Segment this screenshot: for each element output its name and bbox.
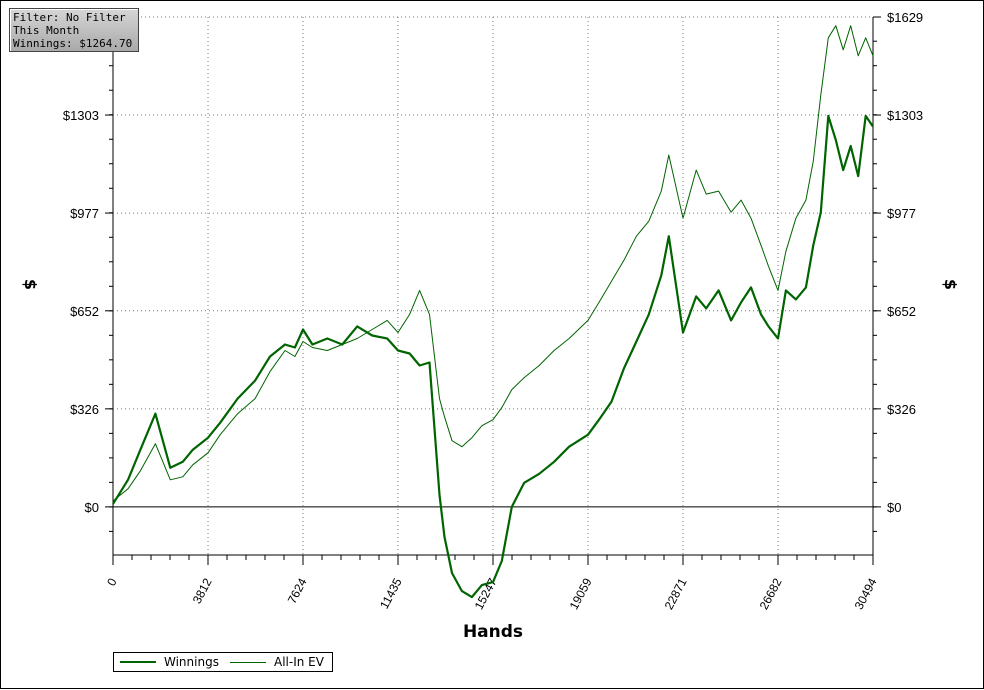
legend-item-allin-ev: All-In EV: [230, 655, 324, 669]
series-line-winnings: [112, 114, 874, 599]
y-tick-label-left: $652: [70, 304, 99, 319]
legend-swatch-allin-ev: [230, 661, 266, 663]
y-tick-label-right: $0: [887, 500, 901, 515]
x-tick-label: 30494: [852, 576, 880, 612]
chart-legend: Winnings All-In EV: [113, 652, 333, 672]
y-tick-label-left: $326: [70, 402, 99, 417]
y-axis-title-right: $: [941, 278, 961, 291]
legend-label-winnings: Winnings: [164, 655, 219, 669]
y-tick-label-right: $652: [887, 304, 916, 319]
y-tick-label-left: $977: [70, 206, 99, 221]
legend-item-winnings: Winnings: [120, 655, 219, 669]
x-tick-label: 3812: [190, 576, 215, 606]
y-axis-title-left: $: [21, 278, 41, 291]
x-tick-label: 11435: [377, 576, 405, 612]
legend-label-allin-ev: All-In EV: [274, 655, 324, 669]
filter-label: Filter: No Filter: [13, 11, 126, 24]
y-tick-label-right: $326: [887, 402, 916, 417]
x-tick-label: 26682: [757, 576, 785, 612]
y-tick-label-right: $1303: [887, 108, 923, 123]
y-tick-label-right: $1629: [887, 10, 923, 25]
winnings-label: Winnings: $1264.70: [13, 37, 133, 50]
x-tick-label: 22871: [662, 576, 690, 612]
y-tick-label-right: $977: [887, 206, 916, 221]
x-tick-label: 7624: [285, 576, 310, 606]
legend-swatch-winnings: [120, 661, 156, 663]
filter-info-box: Filter: No Filter This Month Winnings: $…: [9, 8, 139, 52]
series-line-all-in-ev: [112, 25, 874, 502]
x-axis-title: Hands: [462, 622, 524, 642]
x-tick-label: 0: [104, 576, 120, 589]
x-tick-label: 19059: [567, 576, 595, 612]
period-label: This Month: [13, 24, 80, 37]
y-tick-label-left: $0: [85, 500, 99, 515]
y-tick-label-left: $1303: [63, 108, 99, 123]
